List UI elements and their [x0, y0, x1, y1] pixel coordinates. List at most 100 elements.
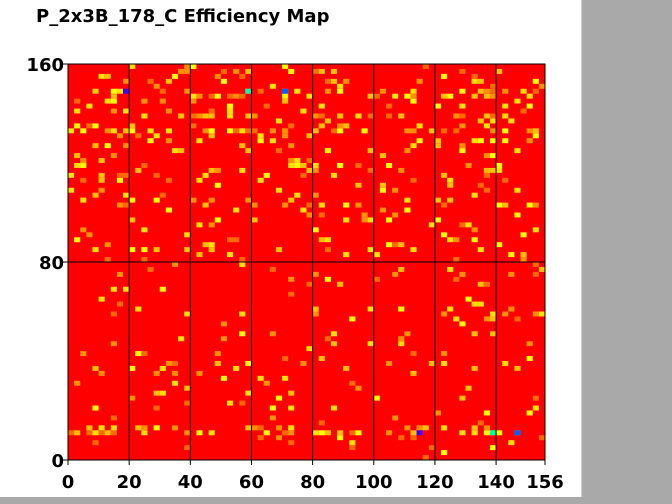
heatmap-cell	[508, 118, 515, 124]
heatmap-cell	[349, 316, 356, 322]
heatmap-cell	[80, 177, 87, 183]
heatmap-cell	[184, 64, 191, 69]
heatmap-cell	[275, 425, 283, 431]
heatmap-cell	[416, 78, 423, 84]
heatmap-cell	[337, 83, 344, 89]
heatmap-cell	[116, 301, 124, 307]
heatmap-cell	[471, 93, 478, 99]
heatmap-cell	[74, 380, 81, 386]
heatmap-cell	[337, 123, 344, 129]
heatmap-cell	[196, 370, 203, 376]
heatmap-cell	[367, 113, 374, 119]
heatmap-cell-low	[123, 88, 130, 94]
heatmap-cell	[361, 128, 368, 134]
heatmap-cell	[245, 148, 252, 154]
heatmap-cell	[165, 128, 172, 134]
heatmap-cell	[386, 242, 393, 248]
heatmap-cell	[324, 247, 331, 253]
heatmap-cell	[496, 430, 503, 436]
heatmap-cell	[483, 88, 490, 94]
heatmap-cell	[324, 276, 331, 282]
heatmap-cell	[471, 331, 478, 337]
heatmap-cell	[422, 455, 429, 460]
heatmap-cell	[116, 133, 124, 139]
heatmap-cell	[526, 138, 533, 144]
heatmap-cell	[489, 93, 497, 99]
heatmap-cell	[508, 306, 515, 312]
heatmap-cell	[410, 430, 417, 436]
heatmap-cell	[251, 128, 258, 134]
heatmap-cell	[245, 68, 252, 74]
heatmap-cell	[434, 410, 442, 416]
heatmap-cell	[275, 247, 283, 253]
heatmap-cell	[318, 123, 325, 129]
heatmap-cell	[349, 380, 356, 386]
heatmap-cell	[208, 430, 215, 436]
heatmap-cell	[159, 98, 166, 104]
heatmap-cell	[110, 415, 117, 421]
heatmap-cell	[184, 430, 191, 436]
heatmap-cell	[214, 217, 221, 223]
heatmap-cell	[337, 430, 344, 436]
heatmap-cell	[92, 123, 99, 129]
heatmap-cell	[459, 113, 466, 119]
heatmap-cell	[184, 445, 191, 451]
heatmap-cell	[526, 202, 533, 208]
heatmap-cell	[514, 148, 521, 154]
heatmap-cell	[483, 123, 490, 129]
heatmap-cell	[165, 361, 172, 366]
heatmap-cell	[410, 247, 417, 253]
heatmap-cell	[502, 113, 509, 119]
heatmap-cell	[300, 172, 307, 178]
heatmap-cell	[337, 435, 344, 441]
heatmap-cell	[477, 118, 484, 124]
heatmap-cell	[355, 113, 362, 119]
heatmap-cell	[373, 395, 380, 401]
heatmap-cell	[441, 425, 448, 431]
heatmap-cell	[208, 167, 215, 173]
heatmap-cell	[214, 182, 221, 188]
heatmap-cell	[392, 187, 399, 193]
heatmap-cell	[324, 88, 331, 94]
x-tick-label: 0	[62, 472, 75, 493]
heatmap-cell	[288, 163, 295, 168]
heatmap-cell	[208, 128, 215, 134]
heatmap-cell	[110, 108, 117, 114]
heatmap-cell	[306, 93, 313, 99]
heatmap-cell	[202, 172, 209, 178]
heatmap-cell	[110, 128, 117, 134]
heatmap-cell	[361, 217, 368, 223]
heatmap-cell	[98, 425, 105, 431]
heatmap-cell	[104, 143, 111, 149]
heatmap-cell	[355, 163, 362, 168]
heatmap-cell	[110, 98, 117, 104]
heatmap-cell	[282, 64, 289, 69]
heatmap-cell	[153, 390, 160, 396]
heatmap-cell	[74, 153, 81, 159]
heatmap-cell	[171, 425, 179, 431]
heatmap-cell	[434, 197, 442, 203]
heatmap-cell	[453, 128, 460, 134]
heatmap-cell	[110, 286, 117, 292]
heatmap-cell	[379, 88, 386, 94]
heatmap-cell	[324, 336, 331, 342]
heatmap-cell	[312, 167, 319, 173]
heatmap-cell	[483, 172, 490, 178]
heatmap-cell	[532, 78, 539, 84]
heatmap-cell	[349, 445, 356, 451]
heatmap-cell	[129, 128, 136, 134]
heatmap-cell	[184, 311, 191, 317]
heatmap-cell	[392, 212, 399, 218]
heatmap-cell	[404, 93, 411, 99]
heatmap-cell	[447, 197, 454, 203]
heatmap-cell	[282, 202, 289, 208]
heatmap-cell	[80, 197, 87, 203]
heatmap-cell	[98, 187, 105, 193]
heatmap-cell	[465, 222, 472, 228]
heatmap-cell	[514, 187, 521, 193]
heatmap-cell	[220, 375, 227, 381]
heatmap-cell	[447, 177, 454, 183]
heatmap-cell	[526, 128, 533, 134]
heatmap-cell	[257, 375, 264, 381]
heatmap-cell	[330, 128, 338, 134]
